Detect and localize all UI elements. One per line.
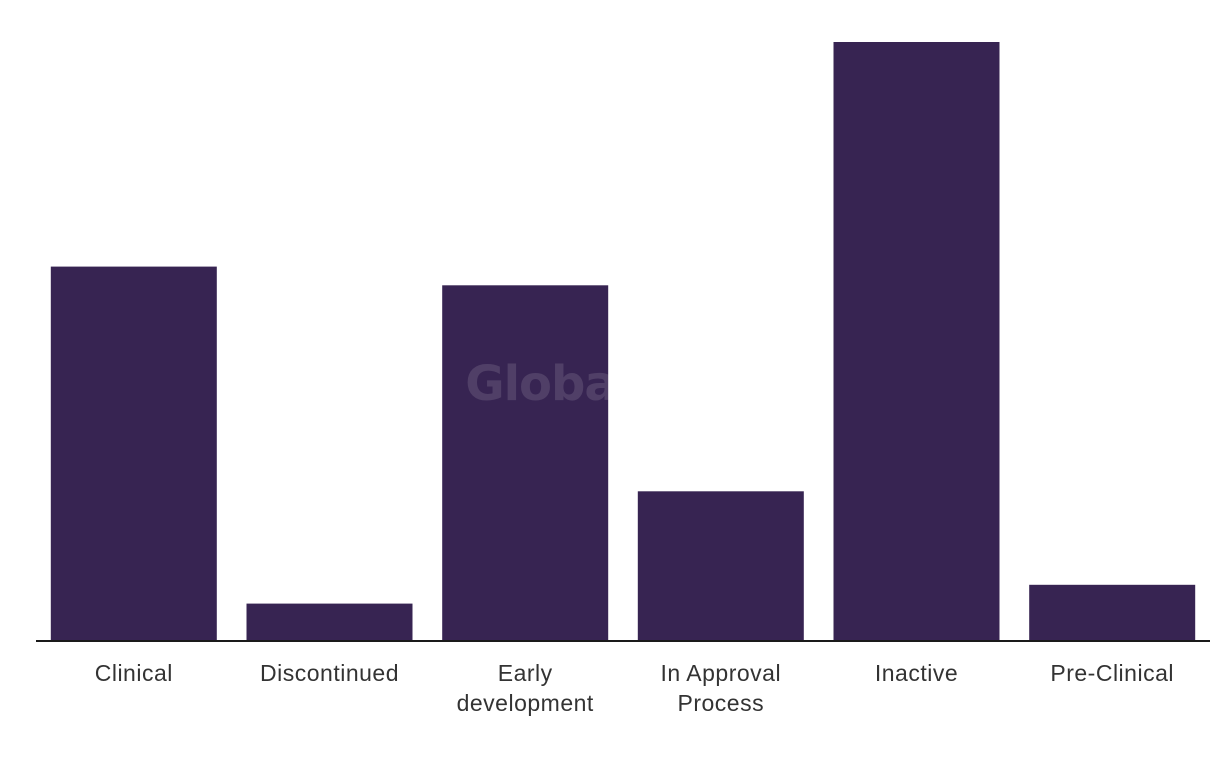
x-tick-label-5: Pre-Clinical — [1050, 660, 1174, 686]
x-tick-label-2: Early development — [457, 660, 594, 716]
x-tick-label-line: Process — [678, 690, 765, 716]
x-tick-labels: Clinical Discontinued Early development In A… — [95, 660, 1174, 716]
x-tick-label-0: Clinical — [95, 660, 173, 686]
bar-2 — [442, 285, 609, 641]
bars-group — [50, 42, 1196, 642]
x-tick-label-line: Discontinued — [260, 660, 399, 686]
x-tick-label-line: Early — [498, 660, 553, 686]
x-tick-label-4: Inactive — [875, 660, 958, 686]
x-tick-label-line: Inactive — [875, 660, 958, 686]
bar-0 — [50, 266, 217, 641]
bar-5 — [1029, 584, 1196, 641]
x-tick-label-line: Clinical — [95, 660, 173, 686]
x-tick-label-line: Pre-Clinical — [1050, 660, 1174, 686]
x-tick-label-1: Discontinued — [260, 660, 399, 686]
bar-3 — [637, 491, 804, 642]
x-tick-label-line: In Approval — [661, 660, 782, 686]
x-tick-label-line: development — [457, 690, 594, 716]
watermark-logo: GlobalData — [465, 356, 755, 412]
bar-1 — [246, 603, 413, 641]
bar-4 — [833, 42, 1000, 641]
x-tick-label-3: In Approval Process — [661, 660, 782, 716]
